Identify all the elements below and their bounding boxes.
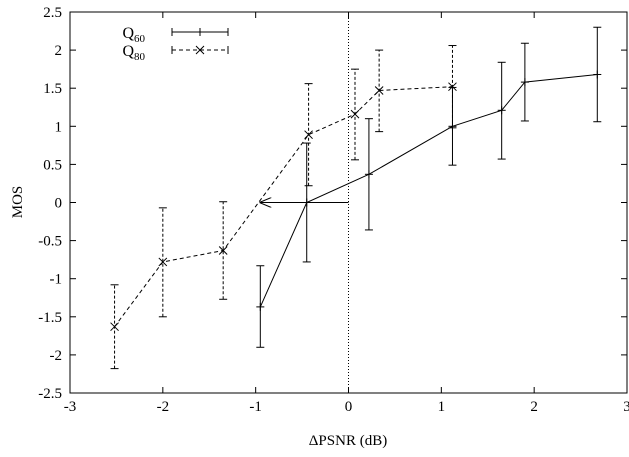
error-bar [158, 207, 167, 318]
x-tick-label: -2 [157, 399, 170, 415]
legend-label-q60: Q60 [122, 25, 145, 45]
x-tick-label: 0 [345, 399, 353, 415]
x-marker [218, 246, 228, 255]
series-q80 [110, 45, 457, 370]
x-marker [158, 257, 168, 267]
legend-label-q80: Q80 [122, 43, 145, 63]
error-bar [219, 201, 228, 300]
y-tick-label: 2 [55, 43, 63, 59]
y-tick-label: -1.5 [38, 310, 62, 326]
x-axis-title: ΔPSNR (dB) [309, 433, 387, 449]
y-axis-title: MOS [10, 186, 26, 219]
series-q60 [256, 26, 602, 348]
legend-label-subscript: 60 [134, 33, 146, 45]
x-marker [304, 130, 313, 140]
y-tick-label: 2.5 [43, 5, 62, 21]
y-tick-label: 0 [55, 196, 63, 212]
x-tick-label: 1 [438, 399, 446, 415]
x-tick-label: 2 [530, 399, 538, 415]
x-tick-label: 3 [623, 399, 629, 415]
x-marker [195, 45, 205, 55]
y-tick-label: -0.5 [38, 234, 62, 250]
y-tick-label: -2 [50, 348, 63, 364]
x-marker [110, 322, 119, 332]
legend-label-subscript: 80 [134, 51, 146, 63]
x-tick-label: -3 [64, 399, 77, 415]
y-tick-label: 0.5 [43, 157, 62, 173]
y-tick-label: 1 [55, 119, 63, 135]
x-tick-label: -1 [249, 399, 262, 415]
series-layer [110, 26, 602, 370]
y-tick-label: -2.5 [38, 386, 62, 402]
axes-layer: -3 -2 -1 0 1 2 3 -2.5 -2 -1.5 -1 -0.5 0 0.5 1 1.5 2 2.5 [38, 5, 629, 415]
y-tick-label: -1 [50, 272, 63, 288]
legend-label-main: Q [122, 43, 134, 60]
series-line [259, 73, 598, 308]
legend-label-main: Q [122, 25, 134, 42]
y-tick-label: 1.5 [43, 81, 62, 97]
series-line [114, 86, 453, 328]
x-marker [448, 82, 457, 92]
x-marker [374, 86, 384, 95]
x-marker [350, 109, 360, 119]
